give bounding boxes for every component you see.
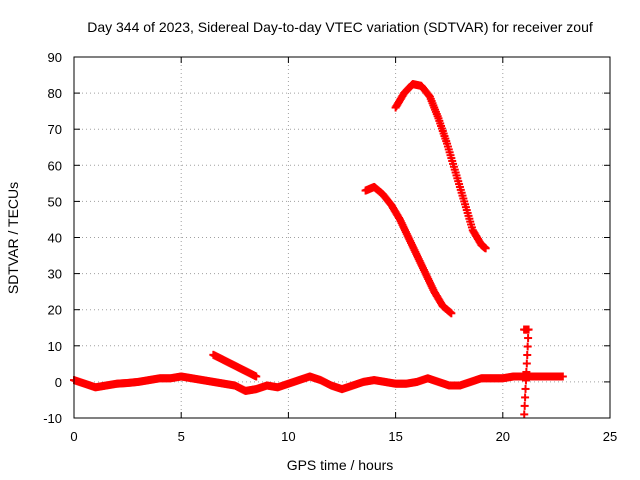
tick-labels: 0 5 10 15 20 25 -10 0 10 20 30 40 50 60 70 80 90 [43, 50, 617, 444]
y-tick-label: 20 [48, 303, 62, 318]
data-point [524, 325, 533, 334]
y-tick-label: 70 [48, 122, 62, 137]
y-tick-label: 0 [55, 375, 62, 390]
data-points [70, 80, 567, 419]
plot-frame [73, 56, 611, 419]
data-point [522, 367, 531, 376]
x-tick-label: 25 [603, 429, 617, 444]
y-tick-label: 10 [48, 339, 62, 354]
data-point [522, 359, 531, 368]
y-tick-label: -10 [43, 411, 62, 426]
y-tick-label: 50 [48, 194, 62, 209]
data-point [481, 244, 490, 253]
data-point [523, 342, 532, 351]
data-point [558, 372, 567, 381]
x-tick-label: 5 [178, 429, 185, 444]
y-tick-label: 60 [48, 158, 62, 173]
data-point [447, 309, 456, 318]
x-axis-label: GPS time / hours [287, 457, 394, 473]
y-axis-label: SDTVAR / TECUs [5, 182, 21, 294]
data-point [521, 393, 530, 402]
x-tick-label: 20 [496, 429, 510, 444]
x-tick-label: 10 [281, 429, 295, 444]
data-point [521, 384, 530, 393]
data-point [520, 410, 529, 419]
chart-title: Day 344 of 2023, Sidereal Day-to-day VTE… [87, 19, 593, 35]
data-point [252, 372, 261, 381]
y-tick-label: 30 [48, 267, 62, 282]
data-point [521, 376, 530, 385]
y-tick-label: 80 [48, 86, 62, 101]
data-point [523, 351, 532, 360]
x-tick-label: 0 [70, 429, 77, 444]
y-tick-label: 90 [48, 50, 62, 65]
data-point [520, 401, 529, 410]
data-point [524, 334, 533, 343]
y-tick-label: 40 [48, 231, 62, 246]
x-tick-label: 15 [388, 429, 402, 444]
